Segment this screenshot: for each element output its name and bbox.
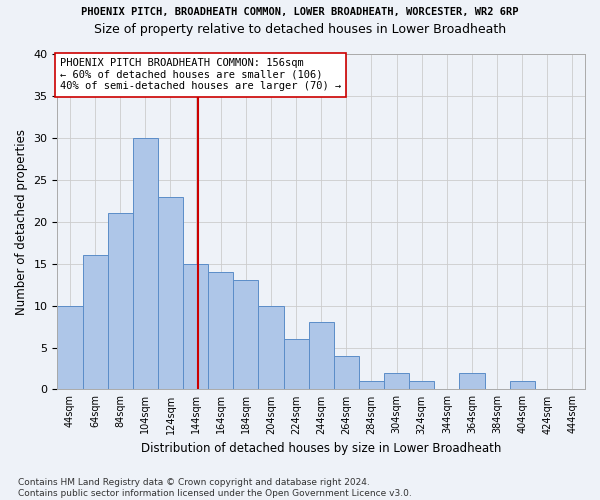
X-axis label: Distribution of detached houses by size in Lower Broadheath: Distribution of detached houses by size … bbox=[141, 442, 502, 455]
Bar bbox=[384, 372, 409, 390]
Text: Size of property relative to detached houses in Lower Broadheath: Size of property relative to detached ho… bbox=[94, 22, 506, 36]
Bar bbox=[359, 381, 384, 390]
Text: PHOENIX PITCH BROADHEATH COMMON: 156sqm
← 60% of detached houses are smaller (10: PHOENIX PITCH BROADHEATH COMMON: 156sqm … bbox=[60, 58, 341, 92]
Bar bbox=[284, 339, 308, 390]
Bar bbox=[107, 214, 133, 390]
Bar bbox=[334, 356, 359, 390]
Bar bbox=[308, 322, 334, 390]
Bar bbox=[509, 381, 535, 390]
Bar bbox=[259, 306, 284, 390]
Bar bbox=[158, 196, 183, 390]
Bar bbox=[208, 272, 233, 390]
Bar bbox=[233, 280, 259, 390]
Bar bbox=[460, 372, 485, 390]
Bar bbox=[83, 256, 107, 390]
Bar bbox=[58, 306, 83, 390]
Text: PHOENIX PITCH, BROADHEATH COMMON, LOWER BROADHEATH, WORCESTER, WR2 6RP: PHOENIX PITCH, BROADHEATH COMMON, LOWER … bbox=[81, 8, 519, 18]
Bar bbox=[183, 264, 208, 390]
Y-axis label: Number of detached properties: Number of detached properties bbox=[15, 128, 28, 314]
Bar bbox=[133, 138, 158, 390]
Bar bbox=[409, 381, 434, 390]
Text: Contains HM Land Registry data © Crown copyright and database right 2024.
Contai: Contains HM Land Registry data © Crown c… bbox=[18, 478, 412, 498]
